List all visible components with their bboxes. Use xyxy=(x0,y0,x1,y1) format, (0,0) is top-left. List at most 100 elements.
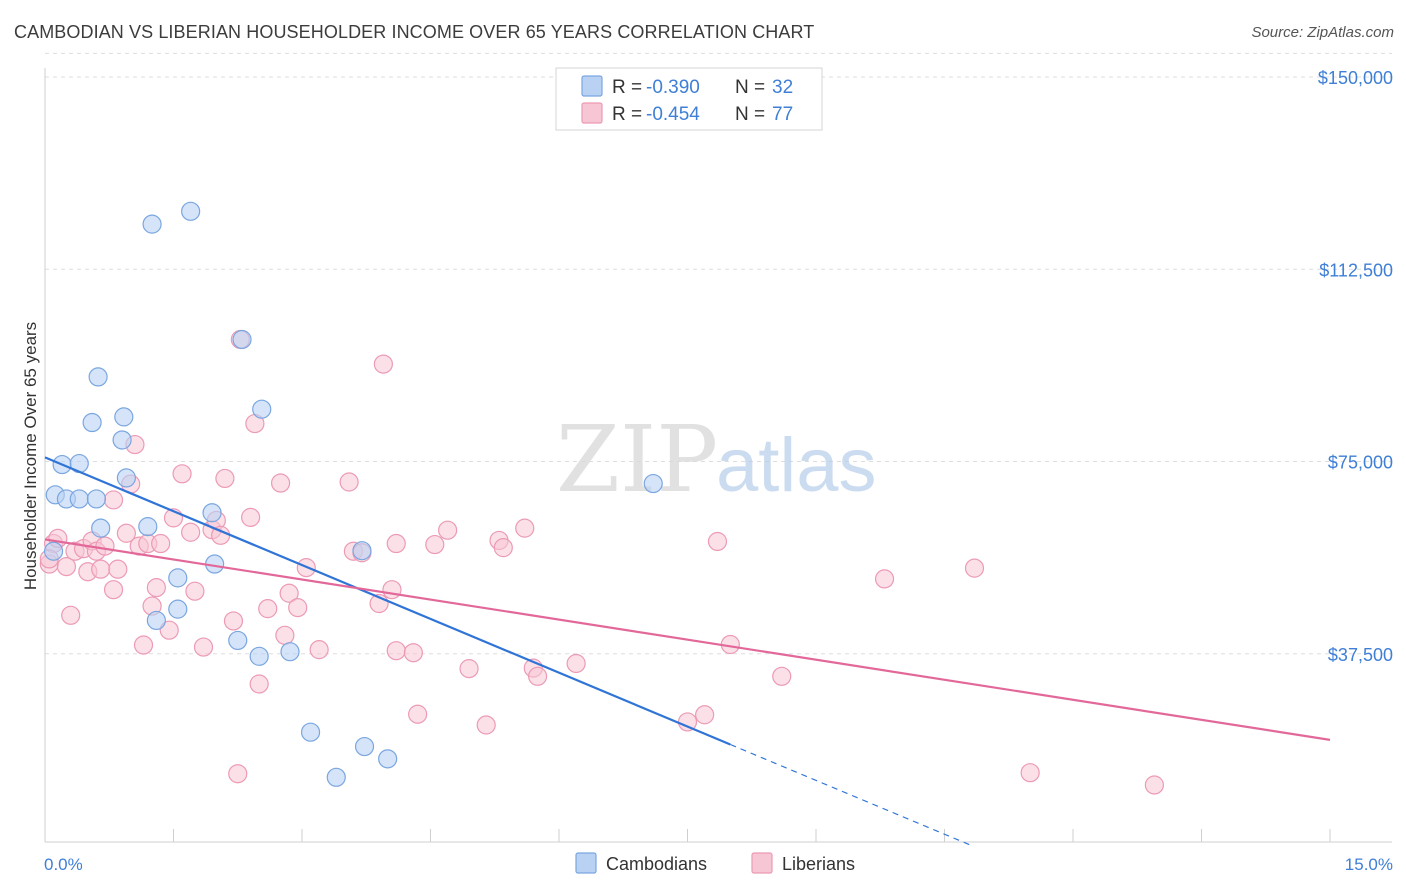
liberian-point xyxy=(1020,763,1040,783)
liberian-point xyxy=(249,674,269,694)
liberian-point xyxy=(275,625,295,645)
series-legend: Cambodians Liberians xyxy=(575,852,855,874)
cambodian-point xyxy=(352,541,372,561)
watermark-atlas: atlas xyxy=(716,423,877,508)
legend-r-value-2: -0.454 xyxy=(646,104,700,125)
cambodian-point xyxy=(116,468,136,488)
y-tick-label: $75,000 xyxy=(1328,453,1393,473)
y-axis-label: Householder Income Over 65 years xyxy=(21,322,40,590)
cambodians-points xyxy=(43,201,663,787)
liberian-point xyxy=(408,704,428,724)
liberian-point xyxy=(403,643,423,663)
cambodian-point xyxy=(114,407,134,427)
bottom-legend-liberians: Liberians xyxy=(782,854,855,874)
liberian-point xyxy=(241,507,261,527)
liberian-point xyxy=(707,531,728,552)
liberian-point xyxy=(1144,775,1164,795)
cambodian-point xyxy=(142,214,162,234)
cambodian-point xyxy=(168,568,188,588)
liberian-point xyxy=(56,556,77,577)
liberian-point xyxy=(172,464,192,484)
legend-r-label-1: R = xyxy=(612,77,642,98)
liberian-point xyxy=(874,569,895,589)
liberian-point xyxy=(61,605,81,625)
correlation-legend: R = -0.390 N = 32 R = -0.454 N = 77 xyxy=(555,67,823,131)
y-tick-label: $112,500 xyxy=(1319,260,1393,280)
legend-r-value-1: -0.390 xyxy=(646,77,700,98)
liberian-point xyxy=(228,764,248,784)
liberian-point xyxy=(91,559,111,579)
x-tick-label-max: 15.0% xyxy=(1345,855,1393,874)
liberian-point xyxy=(459,659,479,679)
tick-labels: $37,500 $75,000 $112,500 $150,000 0.0% 15.0% xyxy=(44,68,1393,874)
liberian-point xyxy=(382,580,402,600)
liberian-point xyxy=(373,354,393,374)
cambodian-point xyxy=(112,430,132,450)
liberian-point xyxy=(566,653,586,674)
cambodian-point xyxy=(88,367,108,387)
source-label: Source: ZipAtlas.com xyxy=(1251,24,1394,41)
bottom-legend-cambodians: Cambodians xyxy=(606,854,707,874)
legend-n-label-2: N = xyxy=(735,104,765,125)
liberian-point xyxy=(438,520,458,540)
cambodians-trend-extension xyxy=(730,743,971,846)
liberian-point xyxy=(193,637,214,657)
watermark-zip: ZIP xyxy=(556,406,718,513)
cambodian-point xyxy=(86,489,107,509)
y-tick-label: $150,000 xyxy=(1318,68,1393,88)
cambodian-point xyxy=(228,630,248,651)
liberian-point xyxy=(279,583,299,603)
liberian-point xyxy=(695,705,715,725)
bottom-legend-swatch-blue xyxy=(575,852,597,874)
liberian-point xyxy=(258,599,278,619)
liberian-point xyxy=(159,620,179,640)
chart-title: CAMBODIAN VS LIBERIAN HOUSEHOLDER INCOME… xyxy=(14,22,815,42)
cambodian-point xyxy=(300,722,321,742)
liberian-point xyxy=(386,533,406,554)
liberian-point xyxy=(223,611,244,631)
liberian-point xyxy=(185,581,205,601)
axes xyxy=(44,68,1392,843)
liberian-point xyxy=(964,558,985,578)
cambodian-point xyxy=(82,412,102,433)
liberian-point xyxy=(103,580,124,600)
liberian-point xyxy=(151,533,171,554)
cambodian-point xyxy=(43,541,64,561)
legend-n-label-1: N = xyxy=(735,77,765,98)
legend-r-label-2: R = xyxy=(612,104,642,125)
liberian-point xyxy=(493,538,513,558)
cambodian-point xyxy=(168,599,188,619)
cambodian-point xyxy=(181,201,201,221)
cambodian-point xyxy=(326,767,346,787)
liberian-point xyxy=(108,559,128,579)
cambodian-point xyxy=(378,749,398,769)
liberian-point xyxy=(339,472,359,492)
liberian-point xyxy=(181,522,201,542)
liberian-point xyxy=(386,641,406,661)
cambodian-point xyxy=(252,399,272,419)
legend-n-value-1: 32 xyxy=(772,77,793,98)
liberian-point xyxy=(515,518,535,538)
cambodian-point xyxy=(138,517,158,537)
cambodians-trend-line xyxy=(44,456,731,746)
liberian-point xyxy=(103,490,124,510)
gridlines xyxy=(45,52,1392,655)
liberian-point xyxy=(133,635,154,655)
liberian-point xyxy=(146,578,166,598)
legend-swatch-pink xyxy=(581,102,603,124)
liberian-point xyxy=(425,534,445,555)
liberian-point xyxy=(309,640,329,660)
cambodian-point xyxy=(354,736,375,757)
cambodian-point xyxy=(91,518,111,538)
liberian-point xyxy=(270,473,291,493)
legend-swatch-blue xyxy=(581,75,603,97)
legend-n-value-2: 77 xyxy=(772,104,793,125)
liberian-point xyxy=(95,536,115,556)
cambodian-point xyxy=(280,642,300,662)
trend-lines xyxy=(44,456,1331,846)
y-tick-label: $37,500 xyxy=(1328,645,1393,665)
cambodian-point xyxy=(643,473,663,494)
liberians-trend-line xyxy=(44,538,1331,741)
cambodian-point xyxy=(146,610,166,631)
